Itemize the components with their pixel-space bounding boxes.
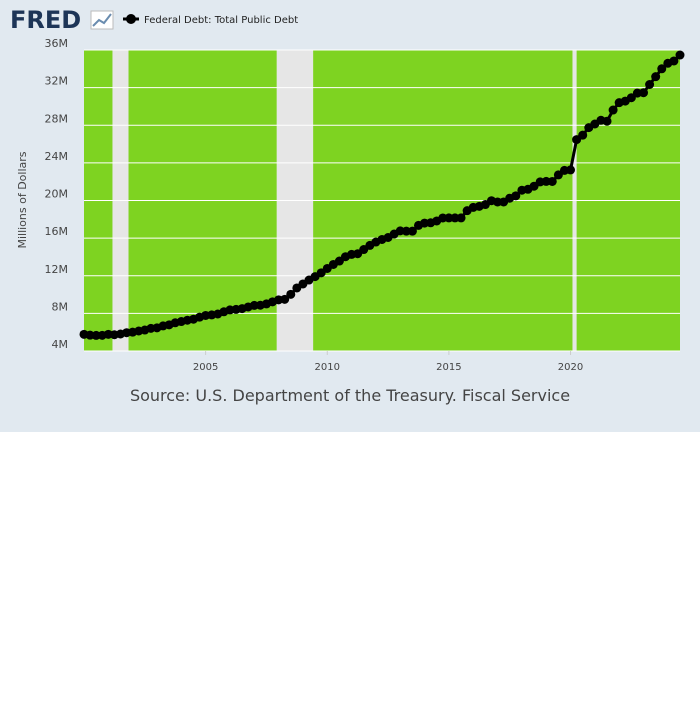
y-tick-label: 36M	[45, 37, 69, 50]
y-tick-label: 28M	[45, 112, 69, 125]
y-tick-label: 32M	[45, 75, 69, 88]
data-point	[639, 88, 649, 98]
y-tick-label: 24M	[45, 150, 69, 163]
legend: Federal Debt: Total Public Debt	[123, 14, 298, 26]
data-point	[511, 191, 521, 201]
y-tick-label: 16M	[45, 225, 69, 238]
y-tick-label: 4M	[52, 338, 69, 351]
x-tick-label: 2020	[558, 362, 583, 373]
data-point	[626, 93, 636, 103]
data-point	[407, 226, 417, 236]
data-point	[608, 105, 618, 115]
logo: FRED	[10, 6, 81, 34]
logo-icon	[90, 10, 114, 30]
data-point	[645, 80, 655, 90]
data-point	[669, 56, 679, 66]
data-point	[280, 294, 290, 304]
y-tick-label: 20M	[45, 188, 69, 201]
data-point	[675, 50, 685, 60]
data-point	[602, 116, 612, 126]
legend-label: Federal Debt: Total Public Debt	[144, 15, 298, 26]
data-point	[566, 165, 576, 175]
y-tick-label: 12M	[45, 263, 69, 276]
y-axis-label: Millions of Dollars	[16, 151, 29, 248]
data-point	[657, 64, 667, 74]
data-point	[456, 213, 466, 223]
data-point	[547, 176, 557, 186]
x-tick-label: 2005	[193, 362, 218, 373]
x-tick-label: 2015	[436, 362, 461, 373]
source: Source: U.S. Department of the Treasury.…	[130, 386, 570, 405]
x-tick-label: 2010	[315, 362, 340, 373]
data-point	[286, 289, 296, 299]
data-point	[578, 130, 588, 140]
legend-marker	[126, 14, 136, 24]
y-tick-label: 8M	[52, 300, 69, 313]
data-point	[651, 72, 661, 82]
